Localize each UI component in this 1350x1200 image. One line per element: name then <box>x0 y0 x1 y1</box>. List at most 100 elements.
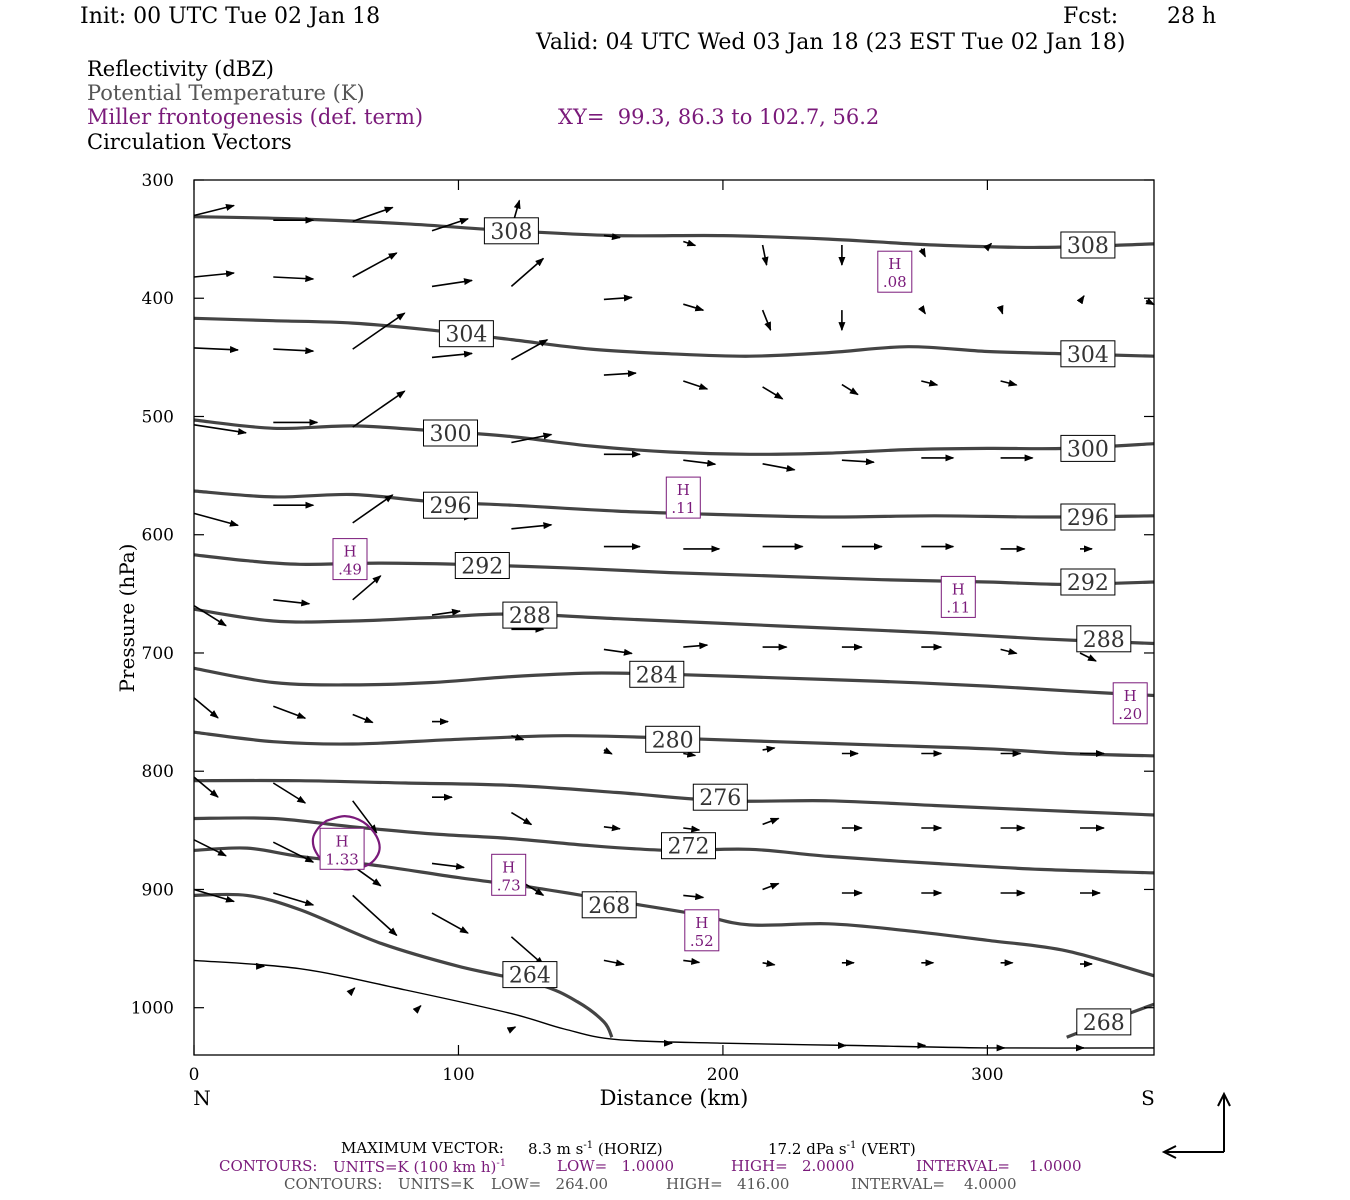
theta-label-box <box>645 725 701 753</box>
theta-label: 276 <box>692 783 748 811</box>
frontogenesis-max-value: .11 <box>671 499 695 517</box>
contours-frontogenesis-units: UNITS=K (100 km h)-1 <box>333 1159 506 1175</box>
plot-frame <box>193 179 1155 1056</box>
circulation-vector <box>762 817 780 826</box>
circulation-vector <box>683 957 701 965</box>
circulation-vector <box>272 782 307 804</box>
theta-label: 288 <box>502 601 558 629</box>
theta-label-text: 276 <box>699 786 741 811</box>
max-vector-horiz-exp: -1 <box>583 1140 594 1151</box>
circulation-vector <box>431 278 473 288</box>
frontogenesis-max: H1.33 <box>319 827 365 870</box>
theta-label-text: 308 <box>490 220 532 245</box>
circulation-vector <box>431 862 465 870</box>
theta-label-text: 268 <box>1083 1011 1125 1036</box>
max-vector-vert: 17.2 dPa s-1 (VERT) <box>768 1141 916 1157</box>
x-left-endpoint: N <box>193 1086 211 1110</box>
axes: 300 400 500 600 700 800 900 1000 0 100 200 300 <box>131 171 1154 1085</box>
y-tick-label: 400 <box>142 289 174 309</box>
circulation-vector <box>431 912 469 934</box>
circulation-vector <box>193 888 235 903</box>
x-tick-label: 100 <box>442 1065 474 1085</box>
frontogenesis-max-value: .08 <box>883 273 907 291</box>
theta-label-text: 272 <box>668 835 710 860</box>
circulation-vector <box>272 841 315 863</box>
circulation-vector <box>352 713 374 724</box>
circulation-vector <box>1079 652 1097 662</box>
max-vector-horiz: 8.3 m s-1 (HORIZ) <box>528 1141 663 1157</box>
max-vector-horiz-value: 8.3 <box>528 1140 552 1158</box>
circulation-vector <box>1000 379 1018 387</box>
circulation-vector <box>273 599 311 607</box>
circulation-vector <box>273 892 315 907</box>
frontogenesis-max-letter: H <box>336 832 349 850</box>
theta-contour-308 <box>193 215 1155 250</box>
theta-label-box <box>1060 231 1116 259</box>
theta-label: 288 <box>1076 625 1132 653</box>
circulation-vector <box>352 252 398 278</box>
frontogenesis-max-box <box>877 250 913 293</box>
theta-label-box <box>692 783 748 811</box>
circulation-vector <box>511 339 549 361</box>
theta-label-text: 264 <box>509 964 551 989</box>
circulation-vector <box>1076 294 1085 305</box>
theta-label-text: 300 <box>430 422 472 447</box>
y-tick-label: 700 <box>142 644 174 664</box>
circulation-vector <box>193 204 235 217</box>
theta-label-box <box>661 832 716 860</box>
theta-contour-292 <box>193 553 1155 587</box>
theta-label-box <box>1060 503 1116 531</box>
contours-frontogenesis-high: HIGH= 2.0000 <box>731 1157 855 1175</box>
circulation-vector <box>511 522 553 530</box>
circulation-vector <box>193 776 219 798</box>
theta-label-text: 304 <box>1067 343 1109 368</box>
circulation-vector <box>683 642 709 650</box>
contours-theta-units: UNITS=K <box>398 1175 474 1193</box>
frontogenesis-max-box <box>940 575 976 618</box>
max-vector-vert-exp: -1 <box>846 1140 857 1151</box>
frontogenesis-max: H.49 <box>332 538 368 581</box>
circulation-vector <box>352 390 406 428</box>
theta-label-box <box>581 891 637 919</box>
frontogenesis-max-letter: H <box>1124 687 1137 705</box>
circulation-vector <box>996 305 1004 315</box>
max-vector-vert-value: 17.2 <box>768 1140 802 1158</box>
circulation-vector <box>603 959 625 967</box>
y-tick-label: 500 <box>142 407 174 427</box>
forecast-hour-value: 28 h <box>1167 4 1217 29</box>
theta-contour-300 <box>193 418 1155 456</box>
theta-label: 300 <box>423 419 478 447</box>
legend-frontogenesis: Miller frontogenesis (def. term) <box>87 105 424 129</box>
theta-label: 296 <box>1060 503 1116 531</box>
circulation-vector <box>193 605 227 627</box>
frontogenesis-max-value: .49 <box>338 561 362 579</box>
theta-label-text: 288 <box>509 604 551 629</box>
circulation-vector <box>917 305 926 315</box>
theta-label-text: 304 <box>445 323 487 348</box>
legend-potential-temperature: Potential Temperature (K) <box>87 81 365 105</box>
theta-label: 280 <box>645 725 701 753</box>
circulation-vector <box>761 309 772 332</box>
theta-label: 304 <box>438 320 494 348</box>
circulation-vector <box>603 233 621 241</box>
frontogenesis-max-box <box>319 827 365 870</box>
theta-label-box <box>1060 340 1116 368</box>
y-tick-label: 800 <box>142 762 174 782</box>
circulation-vector <box>193 697 219 719</box>
legend-circulation-vectors: Circulation Vectors <box>87 130 292 154</box>
forecast-hour-label: Fcst: <box>1063 4 1119 29</box>
circulation-vector <box>273 347 315 355</box>
y-tick-label: 900 <box>142 880 174 900</box>
theta-label-text: 284 <box>636 663 678 688</box>
frontogenesis-max-letter: H <box>502 858 515 876</box>
frontogenesis-max: H.08 <box>877 250 913 293</box>
circulation-vector <box>603 824 621 832</box>
legend-reflectivity: Reflectivity (dBZ) <box>87 57 275 81</box>
reference-vector-key <box>1161 1091 1231 1159</box>
circulation-vector <box>273 705 307 719</box>
frontogenesis-max-box <box>491 853 527 896</box>
contours-theta-label: CONTOURS: <box>284 1175 383 1193</box>
circulation-vector <box>921 379 939 387</box>
circulation-vector <box>193 270 235 278</box>
